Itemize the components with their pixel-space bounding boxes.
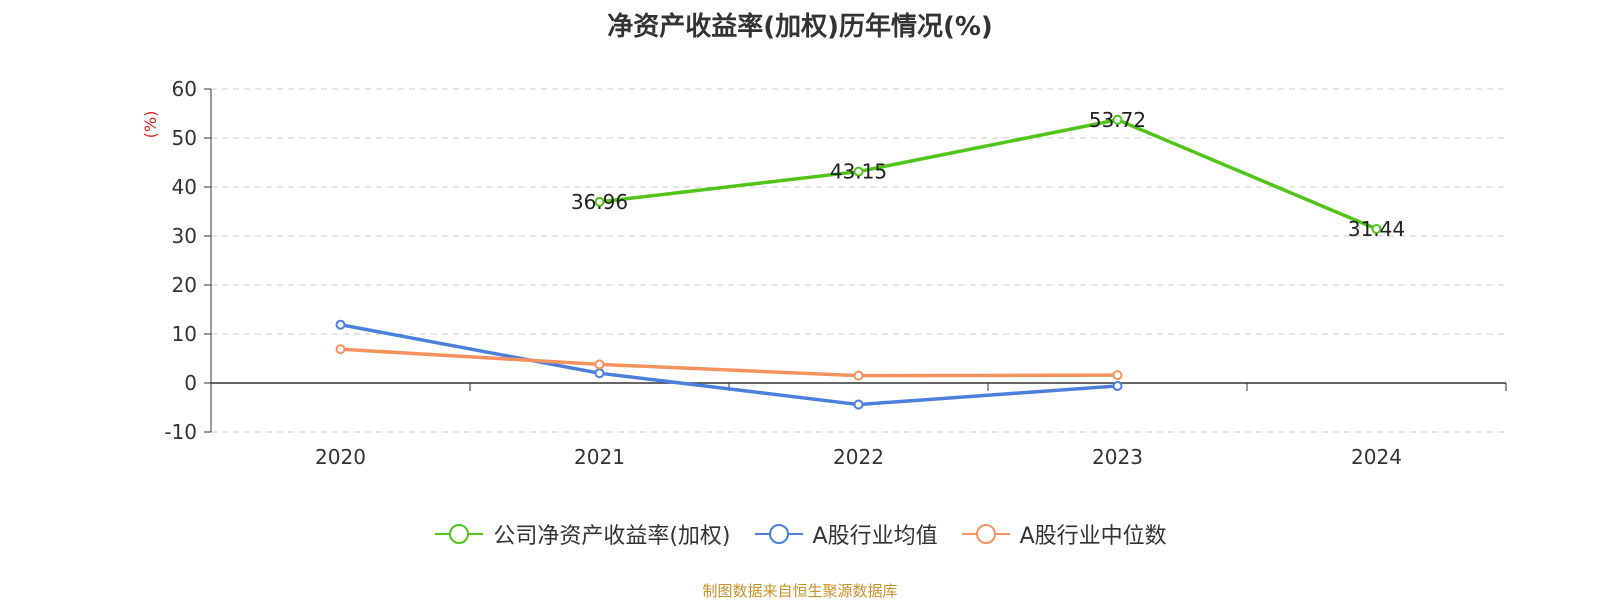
- legend-label: A股行业均值: [812, 524, 938, 549]
- x-tick-label: 2021: [574, 445, 625, 469]
- y-tick-label: 50: [172, 126, 197, 150]
- data-point: [335, 344, 346, 355]
- x-tick-label: 2023: [1092, 445, 1143, 469]
- series-line: [599, 118, 1378, 231]
- grid-lines: [211, 88, 1506, 433]
- data-point: [853, 370, 864, 381]
- y-axis-label: (%): [141, 111, 160, 139]
- data-point: [335, 319, 346, 330]
- legend-item[interactable]: 公司净资产收益率(加权): [433, 518, 731, 550]
- legend-item[interactable]: A股行业中位数: [960, 518, 1167, 550]
- series-line: [340, 347, 1118, 378]
- data-point: [853, 166, 864, 177]
- chart-title: 净资产收益率(加权)历年情况(%): [607, 12, 993, 42]
- data-label: 43.15: [830, 160, 887, 184]
- data-point: [853, 399, 864, 410]
- data-label: 31.44: [1348, 217, 1405, 241]
- series-lines: [335, 114, 1382, 410]
- source-note: 制图数据来自恒生聚源数据库: [702, 582, 898, 600]
- y-tick-label: -10: [164, 420, 197, 444]
- legend-swatch-icon: [754, 524, 803, 544]
- y-tick-label: 20: [172, 273, 197, 297]
- legend-swatch-icon: [961, 524, 1010, 544]
- data-point: [594, 359, 605, 370]
- data-point: [1112, 370, 1123, 381]
- data-point: [594, 196, 605, 207]
- data-point: [1112, 380, 1123, 391]
- axes: -10 0 10 20 30 40 50 60 2020 2021 2022 2023 2024 (%): [141, 77, 1507, 469]
- x-tick-label: 2024: [1351, 445, 1402, 469]
- data-label: 53.72: [1089, 108, 1146, 132]
- y-tick-label: 30: [172, 224, 197, 248]
- x-tick-label: 2022: [833, 445, 884, 469]
- legend-label: A股行业中位数: [1019, 524, 1167, 549]
- series-line: [340, 322, 1118, 407]
- data-label: 36.96: [571, 190, 628, 214]
- y-tick-label: 40: [172, 175, 197, 199]
- data-labels: 36.96 43.15 53.72 31.44: [571, 108, 1405, 241]
- x-tick-label: 2020: [315, 445, 366, 469]
- data-point: [1371, 223, 1382, 234]
- data-point: [594, 368, 605, 379]
- legend: 公司净资产收益率(加权) A股行业均值 A股行业中位数: [0, 518, 1600, 550]
- legend-label: 公司净资产收益率(加权): [493, 524, 731, 549]
- data-point: [1112, 114, 1123, 125]
- legend-swatch-icon: [435, 524, 484, 544]
- y-tick-label: 60: [172, 77, 197, 101]
- y-tick-label: 0: [184, 371, 197, 395]
- legend-item[interactable]: A股行业均值: [753, 518, 938, 550]
- y-tick-label: 10: [172, 322, 197, 346]
